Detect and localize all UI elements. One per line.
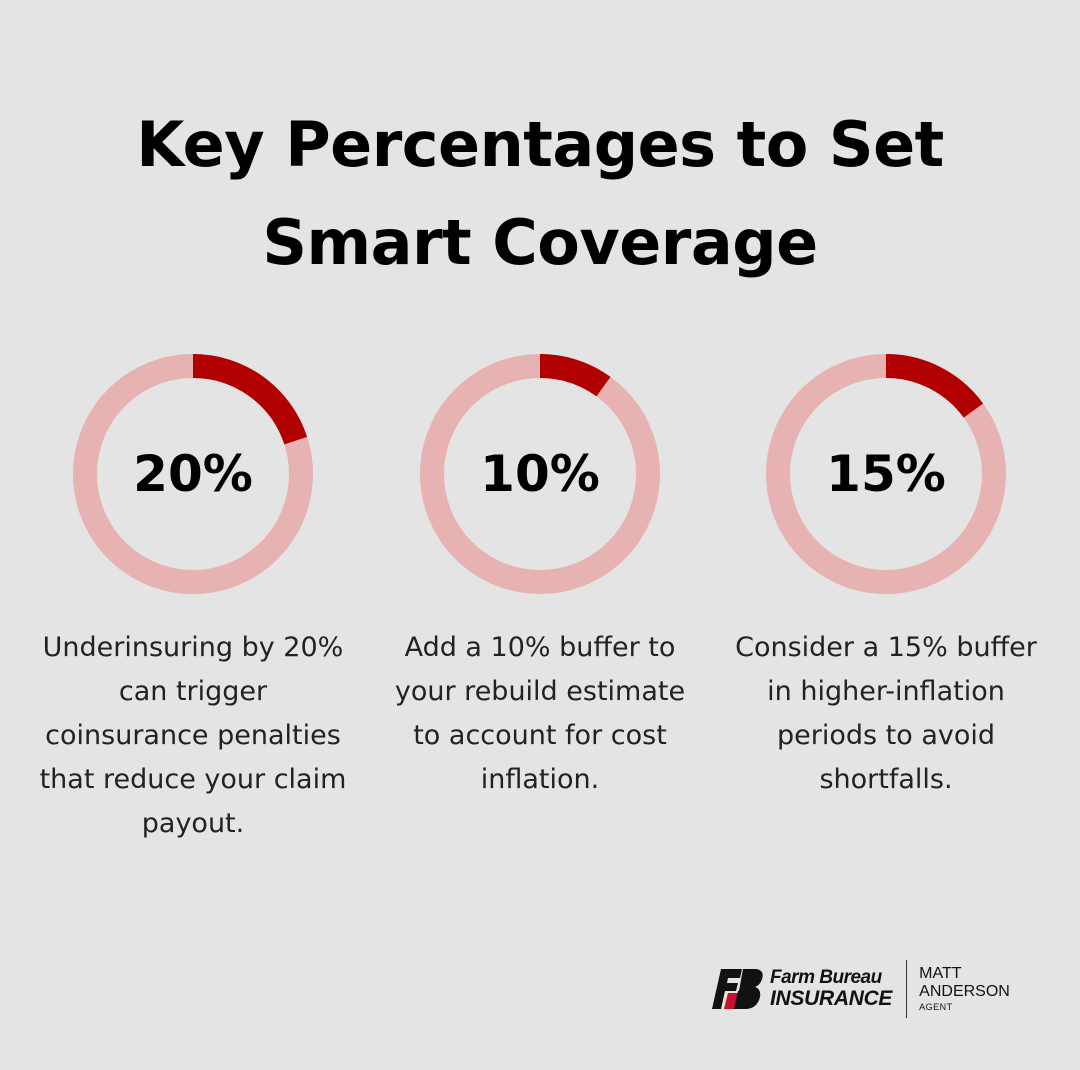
donut-chart-1: 20% bbox=[71, 352, 315, 596]
donut-chart-2: 10% bbox=[418, 352, 662, 596]
agent-first-name: MATT bbox=[919, 965, 962, 982]
stat-card-2: 10% Add a 10% buffer to your rebuild est… bbox=[380, 352, 700, 802]
donut-chart-3: 15% bbox=[764, 352, 1008, 596]
brand-wordmark: Farm Bureau INSURANCE bbox=[770, 968, 892, 1010]
donut-svg-3 bbox=[766, 354, 1006, 594]
donut-arc-2 bbox=[539, 354, 611, 397]
stat-card-1: 20% Underinsuring by 20% can trigger coi… bbox=[33, 352, 353, 846]
stat-value-2: 10% bbox=[480, 445, 600, 503]
donut-arc-1 bbox=[192, 354, 308, 445]
stat-description-1: Underinsuring by 20% can trigger coinsur… bbox=[39, 632, 347, 839]
footer-branding: Farm Bureau INSURANCE MATT ANDERSON AGEN… bbox=[712, 958, 1010, 1020]
title-line-1: Key Percentages to Set bbox=[136, 108, 944, 181]
brand-divider bbox=[906, 960, 908, 1018]
stat-description-3: Consider a 15% buffer in higher-inflatio… bbox=[735, 632, 1037, 795]
donut-arc-3 bbox=[885, 354, 984, 418]
brand-line-2: INSURANCE bbox=[770, 987, 893, 1010]
stat-card-3: 15% Consider a 15% buffer in higher-infl… bbox=[726, 352, 1046, 802]
title-line-2: Smart Coverage bbox=[262, 206, 818, 279]
donut-svg-2 bbox=[420, 354, 660, 594]
stat-value-1: 20% bbox=[133, 445, 253, 503]
agent-role: AGENT bbox=[919, 1002, 953, 1012]
page-title: Key Percentages to Set Smart Coverage bbox=[40, 96, 1040, 292]
agent-name-block: MATT ANDERSON AGENT bbox=[919, 965, 1010, 1013]
stat-value-3: 15% bbox=[826, 445, 946, 503]
farm-bureau-logo-icon bbox=[712, 969, 763, 1009]
brand-line-1: Farm Bureau bbox=[770, 967, 882, 988]
stat-description-2: Add a 10% buffer to your rebuild estimat… bbox=[394, 632, 686, 795]
donut-svg-1 bbox=[73, 354, 313, 594]
agent-last-name: ANDERSON bbox=[919, 983, 1010, 1000]
